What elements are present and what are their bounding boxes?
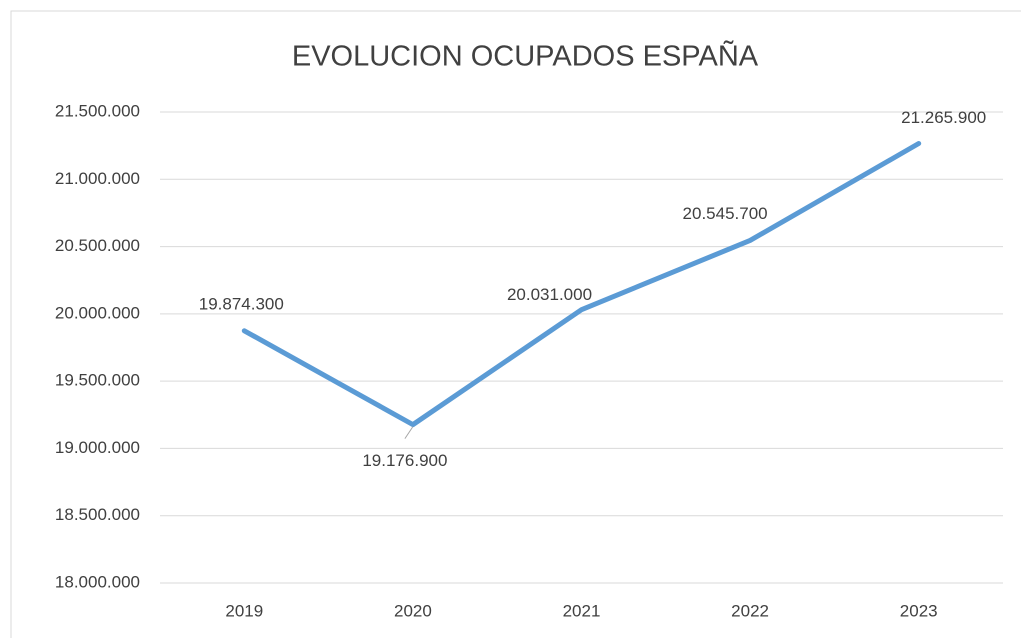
chart-title: EVOLUCION OCUPADOS ESPAÑA — [292, 39, 759, 73]
x-tick-label: 2022 — [731, 601, 769, 620]
data-label: 20.545.700 — [683, 204, 768, 223]
x-tick-label: 2023 — [900, 601, 938, 620]
data-label: 20.031.000 — [507, 285, 592, 304]
y-tick-label: 19.000.000 — [55, 438, 140, 457]
data-label: 19.874.300 — [199, 294, 284, 313]
y-tick-label: 19.500.000 — [55, 371, 140, 390]
chart-border — [10, 10, 1021, 638]
line — [241, 141, 922, 428]
y-tick-label: 18.500.000 — [55, 505, 140, 524]
y-tick-label: 20.000.000 — [55, 303, 140, 322]
y-tick-label: 20.500.000 — [55, 236, 140, 255]
x-tick-label: 2020 — [394, 601, 432, 620]
x-tick-label: 2021 — [563, 601, 601, 620]
leader-line — [404, 426, 414, 439]
y-tick-label: 18.000.000 — [55, 572, 140, 591]
y-tick-label: 21.000.000 — [55, 169, 140, 188]
data-label: 21.265.900 — [901, 108, 986, 127]
x-tick-label: 2019 — [225, 601, 263, 620]
data-label: 19.176.900 — [362, 451, 447, 470]
y-tick-label: 21.500.000 — [55, 101, 140, 120]
